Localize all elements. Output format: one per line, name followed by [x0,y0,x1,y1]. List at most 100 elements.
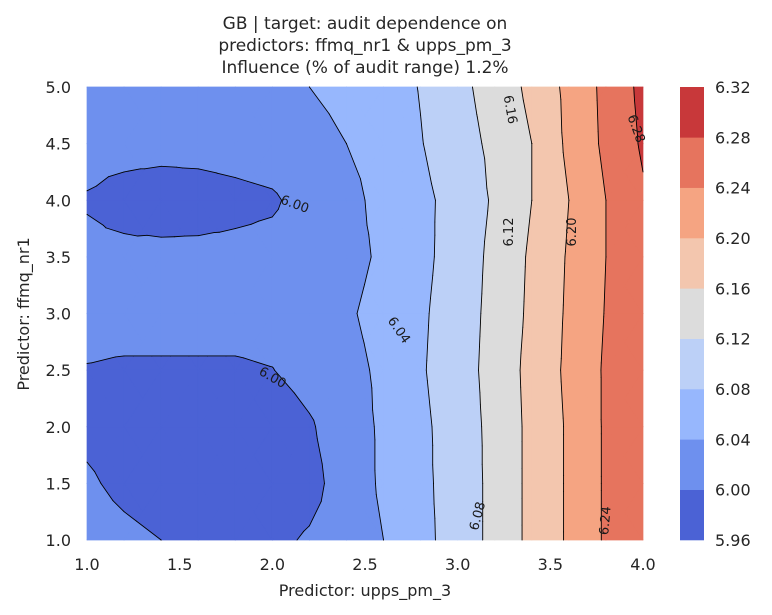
contour-line-segment [431,426,434,446]
contour-label-7: 6.24 [597,506,614,536]
contour-line-segment [108,171,125,178]
colorbar-tick-label: 6.08 [715,380,751,399]
contour-label-5: 6.16 [500,94,520,125]
contour-line-segment [637,143,640,151]
contour-line-segment [481,463,484,484]
contour-line-segment [364,199,368,226]
colorbar: 5.96 6.00 6.04 6.08 6.12 6.16 6.20 6.24 6.28 6.32 [680,78,751,550]
contour-line-segment [560,358,562,371]
contour-band-0 [160,369,181,428]
contour-band-5 [531,313,551,371]
contour-line-segment [366,224,370,235]
contour-band-1 [160,256,181,314]
contour-line-segment [428,313,430,327]
contour-line-segment [86,213,104,226]
contour-line-segment [114,355,125,358]
contour-line-segment [472,86,478,115]
contour-band-2 [383,199,403,258]
contour-line-segment [86,185,97,192]
contour-band-4 [494,86,514,144]
y-tick-label: 4.0 [46,191,71,210]
contour-line-segment [482,256,484,276]
contour-band-5 [531,256,551,314]
contour-line-segment [562,151,570,201]
contour-line-segment [374,469,376,484]
contour-line-segment [346,143,361,180]
contour-line-segment [250,220,260,225]
contour-line-segment [364,256,372,285]
contour-line-segment [160,165,178,168]
contour-band-2 [383,143,403,201]
contour-line-segment [144,165,162,170]
contour-line-segment [234,177,249,182]
plot-area: 6.006.006.046.086.126.166.206.246.28 [86,86,648,541]
contour-line-segment [598,143,601,154]
x-tick-label: 4.0 [630,555,655,574]
contour-line-segment [519,353,522,371]
contour-band-6 [568,369,588,428]
contour-line-segment [525,199,533,250]
contour-line-segment [484,158,488,189]
x-tick-label: 2.5 [352,555,377,574]
contour-line-segment [234,223,252,230]
contour-line-segment [293,392,310,414]
contour-band-0 [197,369,218,428]
contour-band-4 [494,256,514,314]
contour-line-segment [416,86,419,92]
contour-line-segment [146,234,162,238]
contour-line-segment [271,208,279,218]
contour-line-segment [296,530,305,541]
contour-line-segment [562,262,566,306]
x-axis-label: Predictor: upps_pm_3 [279,581,451,601]
contour-line-segment [135,520,162,541]
contour-band-4 [494,483,514,541]
contour-band-4 [494,369,514,428]
contour-line-segment [562,313,564,324]
contour-line-segment [634,99,638,136]
contour-line-segment [328,113,347,145]
contour-line-segment [434,517,436,541]
contour-line-segment [308,412,315,421]
y-tick-label: 4.5 [46,135,71,154]
contour-label-3: 6.08 [467,500,489,532]
contour-band-2 [383,86,403,144]
contour-line-segment [274,369,295,394]
contour-band-4 [494,199,514,258]
contour-band-7 [605,426,625,484]
contour-line-segment [271,188,278,194]
contour-band-2 [383,483,403,541]
contour-band-2 [383,369,403,428]
colorbar-tick-label: 6.32 [715,78,751,97]
y-tick-label: 1.5 [46,474,71,493]
contour-band-7 [605,86,625,144]
y-tick-label: 1.0 [46,531,71,550]
colorbar-tick-label: 6.20 [715,229,751,248]
contour-band-1 [309,86,329,144]
contour-band-0 [86,369,106,428]
contour-band-0 [160,426,181,484]
contour-line-segment [600,316,605,364]
colorbar-tick-label: 6.04 [715,430,751,449]
contour-band-1 [346,483,366,541]
contour-band-3 [457,369,477,428]
contour-line-segment [434,199,436,223]
x-tick-label: 1.5 [167,555,192,574]
contour-band-6 [568,143,588,201]
contour-line-segment [520,86,524,101]
contour-label-text: 6.08 [467,500,489,532]
contour-line-segment [197,232,215,237]
contour-line-segment [308,501,322,527]
contour-label-text: 6.12 [502,218,517,247]
contour-line-segment [316,438,323,465]
contour-line-segment [197,168,217,174]
contour-line-segment [432,256,435,276]
contour-band-2 [383,313,403,371]
contour-line-segment [424,149,432,185]
contour-band-3 [457,426,477,484]
y-tick-label: 3.5 [46,248,71,267]
contour-line-segment [519,369,522,388]
contour-label-text: 6.16 [500,94,520,125]
contour-band-3 [457,313,477,371]
contour-line-segment [363,342,371,371]
